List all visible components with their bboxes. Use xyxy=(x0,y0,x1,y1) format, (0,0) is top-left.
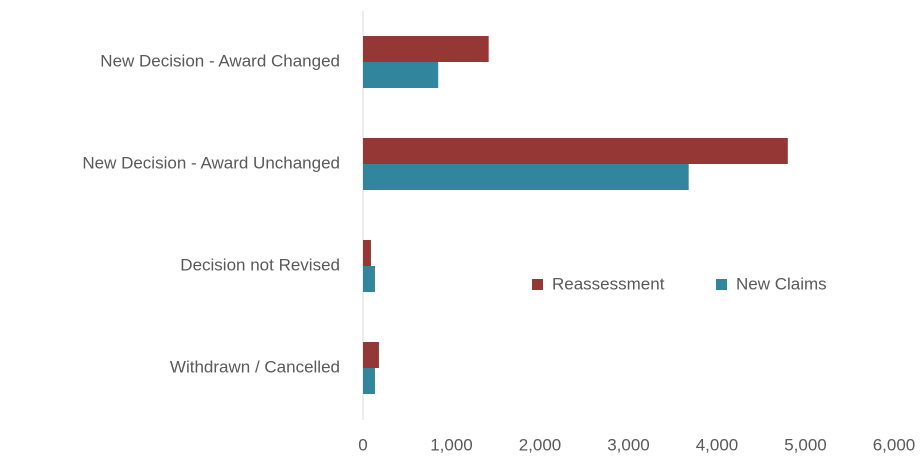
legend-swatch xyxy=(716,279,727,290)
y-tick-label: New Decision - Award Changed xyxy=(100,51,340,70)
legend-label: Reassessment xyxy=(552,274,665,293)
bar xyxy=(363,164,689,190)
y-tick-label: New Decision - Award Unchanged xyxy=(82,153,340,172)
bar xyxy=(363,138,788,164)
bar xyxy=(363,36,489,62)
x-tick-label: 0 xyxy=(358,435,367,454)
y-tick-label: Withdrawn / Cancelled xyxy=(170,357,340,376)
x-tick-label: 3,000 xyxy=(607,435,650,454)
x-tick-label: 6,000 xyxy=(873,435,916,454)
x-tick-label: 4,000 xyxy=(696,435,739,454)
legend-swatch xyxy=(532,279,543,290)
bar xyxy=(363,266,375,292)
bar xyxy=(363,62,439,88)
bar xyxy=(363,342,379,368)
y-tick-label: Decision not Revised xyxy=(180,255,340,274)
bar xyxy=(363,240,371,266)
bar xyxy=(363,368,375,394)
x-tick-label: 1,000 xyxy=(430,435,473,454)
x-tick-label: 5,000 xyxy=(784,435,827,454)
legend-label: New Claims xyxy=(736,274,827,293)
x-tick-label: 2,000 xyxy=(519,435,562,454)
